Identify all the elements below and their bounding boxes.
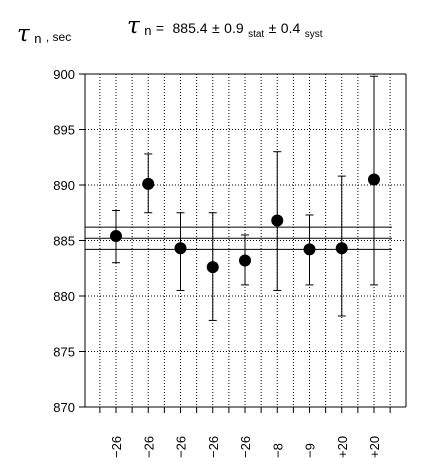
data-points	[110, 173, 380, 274]
axes	[79, 73, 407, 413]
title-stat-label: stat	[248, 29, 264, 40]
title-equals: =	[156, 20, 164, 36]
title-subscript-n: n	[144, 23, 151, 38]
data-point	[174, 242, 187, 255]
ylabel-subscript-n: n	[34, 31, 41, 46]
data-point	[303, 243, 316, 256]
x-tick-labels: −26 −26 −26 −26 −26 −8 −9 +20 +20	[109, 436, 382, 458]
y-tick-label: 890	[53, 178, 75, 193]
title-pm-1: ±	[212, 20, 220, 36]
x-tick-label: −8	[270, 443, 285, 458]
data-point	[368, 173, 380, 186]
x-tick-label: +20	[367, 436, 382, 458]
y-tick-label: 900	[53, 67, 75, 82]
y-tick-label: 895	[53, 123, 75, 138]
y-axis-label: τ n , sec	[17, 21, 71, 47]
x-tick-label: −9	[303, 443, 318, 458]
title-syst-label: syst	[305, 29, 323, 40]
x-tick-label: −26	[238, 436, 253, 458]
title-syst-value: 0.4	[281, 20, 301, 36]
title-pm-2: ±	[269, 20, 277, 36]
x-tick-label: −26	[206, 436, 221, 458]
ylabel-unit: , sec	[46, 30, 71, 44]
y-tick-label: 870	[53, 400, 75, 415]
ylabel-tau: τ	[17, 21, 31, 47]
y-tick-label: 875	[53, 345, 75, 360]
data-point	[142, 177, 155, 190]
y-tick-label: 885	[53, 234, 75, 249]
title-tau: τ	[127, 13, 141, 39]
title-value: 885.4	[173, 20, 208, 36]
data-point	[206, 261, 219, 274]
y-tick-label: 880	[53, 289, 75, 304]
chart-title: τ n = 885.4 ± 0.9 stat ± 0.4 syst	[127, 13, 323, 41]
x-tick-label: −26	[174, 436, 189, 458]
x-tick-label: −26	[141, 436, 156, 458]
y-tick-labels: 870 875 880 885 890 895 900	[53, 67, 75, 415]
x-tick-label: +20	[335, 436, 350, 458]
x-tick-label: −26	[109, 436, 124, 458]
data-point	[335, 242, 348, 255]
data-point	[239, 254, 251, 267]
error-bars	[112, 75, 378, 321]
data-point	[271, 214, 284, 227]
grid	[85, 74, 406, 407]
title-stat-value: 0.9	[224, 20, 244, 36]
data-point	[110, 230, 122, 243]
